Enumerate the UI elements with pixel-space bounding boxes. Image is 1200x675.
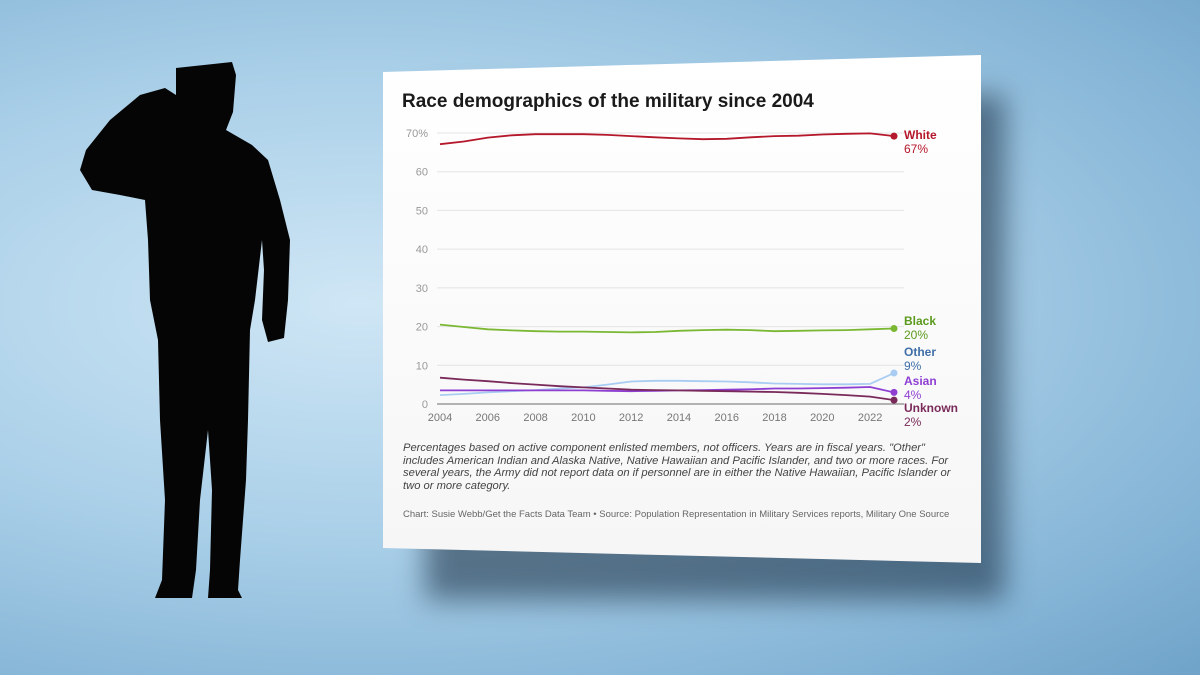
- x-tick-label: 2008: [523, 412, 547, 424]
- y-tick-label: 60: [416, 167, 428, 179]
- saluting-soldier-silhouette: [80, 62, 290, 598]
- series-label-other: Other: [904, 345, 936, 359]
- series-line-other: [439, 372, 895, 396]
- line-chart: 0 10 20 30 40 50 60 70% 2004 2006 2008 2010 2012 2014…: [406, 128, 958, 429]
- series-line-white: [439, 132, 895, 146]
- series-end-point-asian: [890, 388, 898, 396]
- x-tick-label: 2018: [762, 412, 786, 424]
- series-value-other: 9%: [904, 359, 922, 373]
- series-label-unknown: Unknown: [904, 401, 958, 415]
- series-end-point-black: [890, 325, 898, 333]
- chart-notes: Percentages based on active component en…: [403, 442, 951, 492]
- chart-credit: Chart: Susie Webb/Get the Facts Data Tea…: [403, 509, 950, 520]
- y-tick-label: 0: [422, 399, 428, 411]
- series-label-asian: Asian: [904, 374, 937, 388]
- series-label-white: White: [904, 128, 937, 142]
- series-label-black: Black: [904, 314, 936, 328]
- chart-card: Race demographics of the military since …: [383, 55, 981, 563]
- x-tick-label: 2006: [476, 412, 500, 424]
- series-value-asian: 4%: [904, 388, 922, 402]
- x-tick-label: 2016: [714, 412, 738, 424]
- x-tick-label: 2020: [810, 412, 834, 424]
- x-tick-label: 2010: [571, 412, 595, 424]
- series-value-black: 20%: [904, 328, 928, 342]
- y-tick-label: 20: [416, 322, 428, 334]
- y-tick-label: 40: [416, 244, 428, 256]
- y-tick-label: 10: [416, 360, 428, 372]
- y-tick-label: 70%: [406, 128, 428, 140]
- x-tick-label: 2022: [858, 412, 882, 424]
- series-end-point-unknown: [890, 396, 898, 404]
- x-tick-label: 2012: [619, 412, 643, 424]
- x-tick-label: 2004: [428, 412, 452, 424]
- series-line-black: [439, 323, 895, 334]
- series-value-unknown: 2%: [904, 415, 922, 429]
- chart-title: Race demographics of the military since …: [402, 91, 814, 112]
- series-end-point-other: [890, 369, 898, 377]
- series-line-unknown: [439, 376, 895, 401]
- y-tick-label: 50: [416, 205, 428, 217]
- series-value-white: 67%: [904, 142, 928, 156]
- series-end-point-white: [890, 132, 898, 140]
- x-tick-label: 2014: [667, 412, 691, 424]
- y-tick-label: 30: [416, 283, 428, 295]
